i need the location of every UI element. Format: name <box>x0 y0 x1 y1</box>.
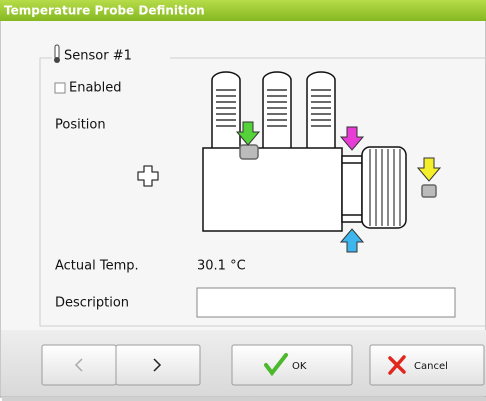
position-label: Position <box>55 118 106 133</box>
thermometer-icon <box>54 44 60 63</box>
ok-button[interactable] <box>231 344 353 386</box>
next-button[interactable] <box>115 344 201 386</box>
actual-temp-value: 30.1 °C <box>197 259 246 274</box>
group-title: Sensor #1 <box>64 49 132 64</box>
actual-temp-label: Actual Temp. <box>55 259 139 274</box>
move-icon[interactable] <box>137 165 159 187</box>
cancel-icon <box>388 355 406 375</box>
arrow-green[interactable] <box>235 121 261 146</box>
checkbox-label[interactable]: Enabled <box>69 81 122 96</box>
next-icon <box>153 358 162 372</box>
group-box <box>39 57 486 327</box>
arrow-cyan[interactable] <box>339 228 365 253</box>
cancel-label[interactable]: Cancel <box>414 361 448 372</box>
ok-icon <box>264 353 288 377</box>
checkbox[interactable] <box>54 82 66 94</box>
shadow <box>2 397 486 401</box>
ok-label[interactable]: OK <box>292 361 307 372</box>
group-title-bg <box>52 48 170 68</box>
prev-button[interactable] <box>41 344 117 386</box>
cancel-button[interactable] <box>369 344 485 386</box>
prev-icon <box>74 358 83 372</box>
probe-diagram <box>202 71 437 232</box>
arrow-yellow[interactable] <box>416 157 442 182</box>
title-bar <box>0 0 486 21</box>
arrow-magenta[interactable] <box>339 126 365 151</box>
window-title: Temperature Probe Definition <box>4 4 205 18</box>
description-input[interactable] <box>196 287 456 318</box>
description-label: Description <box>55 296 129 311</box>
